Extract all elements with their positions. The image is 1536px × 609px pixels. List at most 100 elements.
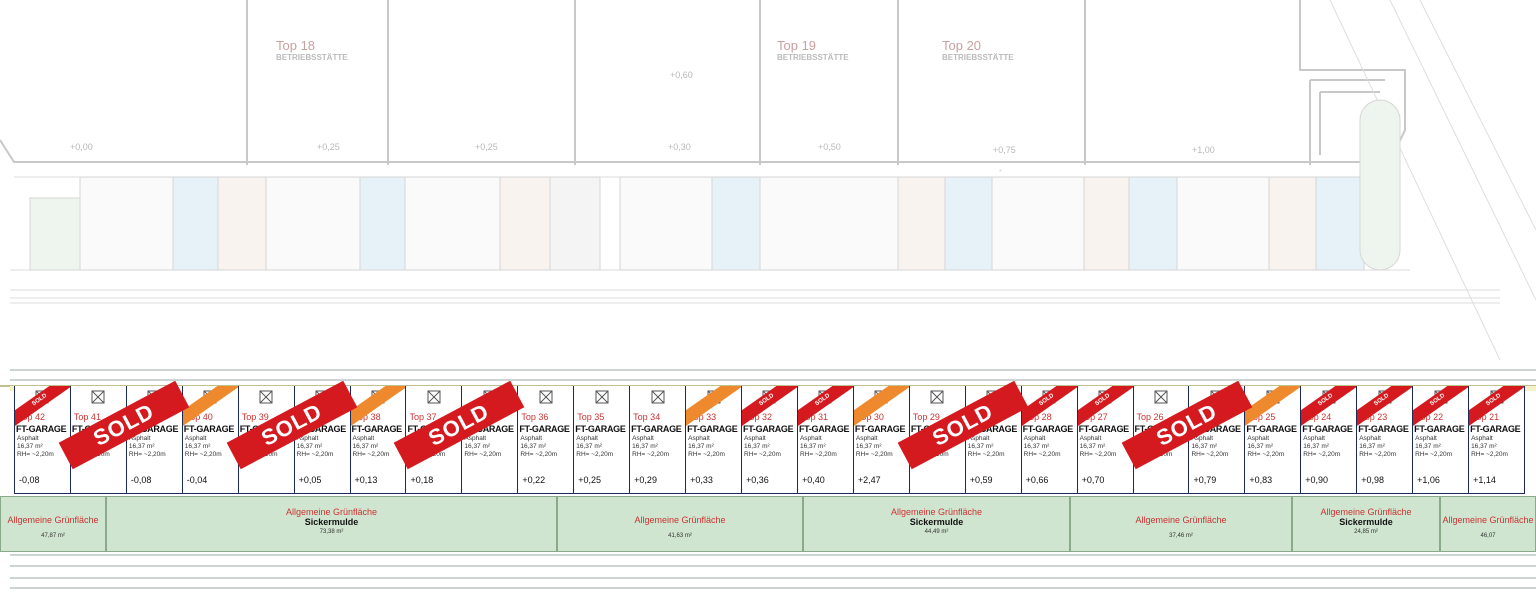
garage-info: Asphalt 16,37 m² RH= ~2,20m (576, 435, 614, 458)
garage-unit[interactable]: Top 21 FT-GARAGE Asphalt 16,37 m² RH= ~2,2… (1468, 386, 1525, 494)
garage-unit[interactable]: Top 33 FT-GARAGE Asphalt 16,37 m² RH= ~2,2… (685, 386, 743, 494)
garage-info: Asphalt 16,37 m² RH= ~2,20m (296, 435, 334, 458)
garage-info: Asphalt 16,37 m² RH= ~2,20m (1079, 435, 1117, 458)
green-area-title: Allgemeine Grünfläche (1442, 515, 1534, 525)
garage-unit[interactable]: Top 36 FT-GARAGE Asphalt 16,37 m² RH= ~2,2… (517, 386, 575, 494)
garage-number: Top 41 (73, 412, 101, 422)
garage-type: FT-GARAGE (1302, 424, 1353, 434)
garage-info: Asphalt 16,37 m² RH= ~2,20m (1303, 435, 1341, 458)
seepage-basin-area: Allgemeine Grünfläche Sickermulde 73,38 m² (106, 496, 557, 552)
green-area-size: 47,87 m² (41, 533, 65, 539)
garage-info: Asphalt 16,37 m² RH= ~2,20m (632, 435, 670, 458)
garage-type: FT-GARAGE (183, 424, 235, 434)
garage-number: Top 29 (912, 412, 940, 422)
door-marker-icon (930, 390, 944, 404)
garage-unit[interactable]: Top 25 FT-GARAGE Asphalt 16,37 m² RH= ~2,2… (1244, 386, 1302, 494)
garage-type: FT-GARAGE (295, 424, 347, 434)
green-area: Allgemeine Grünfläche 41,63 m² (557, 496, 803, 552)
garage-unit[interactable]: Top 24 FT-GARAGE Asphalt 16,37 m² RH= ~2,2… (1300, 386, 1358, 494)
garage-number: Top 25 (1248, 412, 1276, 422)
green-area: Allgemeine Grünfläche 46,07 (1440, 496, 1536, 552)
level-marker: -0,08 (130, 475, 152, 485)
level-marker: +0,18 (410, 475, 434, 485)
green-area-size: 46,07 (1480, 533, 1496, 539)
garage-number: Top 26 (1136, 412, 1164, 422)
garage-info: Asphalt 16,37 m² RH= ~2,20m (1247, 435, 1285, 458)
unit-type: BETRIEBSSTÄTTE (777, 53, 849, 62)
garage-number: Top 36 (521, 412, 549, 422)
garage-unit[interactable]: Top 34 FT-GARAGE Asphalt 16,37 m² RH= ~2,2… (629, 386, 687, 494)
garage-number: Top 28 (1024, 412, 1052, 422)
garage-type: FT-GARAGE (1246, 424, 1297, 434)
garage-number: Top 38 (353, 412, 381, 422)
door-marker-icon (1154, 390, 1168, 404)
svg-text:+0,25: +0,25 (317, 142, 340, 152)
unit-type: BETRIEBSSTÄTTE (276, 53, 348, 62)
green-area: Allgemeine Grünfläche 47,87 m² (0, 496, 106, 552)
svg-text:+0,00: +0,00 (70, 142, 93, 152)
door-marker-icon (91, 390, 105, 404)
unit-number: Top 20 (942, 38, 982, 53)
garage-type: FT-GARAGE (1022, 424, 1074, 434)
garage-type: FT-GARAGE (1414, 424, 1465, 434)
level-marker: +0,40 (801, 475, 825, 485)
unit-label-top-18: Top 18 BETRIEBSSTÄTTE (276, 38, 348, 62)
level-marker: +0,83 (1249, 475, 1273, 485)
garage-number: Top 32 (745, 412, 773, 422)
green-area-title: Allgemeine Grünfläche (890, 507, 983, 517)
garage-unit[interactable]: Top 38 FT-GARAGE Asphalt 16,37 m² RH= ~2,2… (349, 386, 407, 494)
level-marker: +1,06 (1417, 475, 1440, 485)
garage-type: FT-GARAGE (1470, 424, 1521, 434)
garage-info: Asphalt 16,37 m² RH= ~2,20m (744, 435, 781, 458)
level-marker: +2,47 (857, 475, 881, 485)
garage-number: Top 39 (241, 412, 269, 422)
level-marker: +0,22 (522, 475, 546, 485)
garage-info: Asphalt 16,37 m² RH= ~2,20m (688, 435, 725, 458)
level-marker: +0,25 (578, 475, 602, 485)
garage-type: FT-GARAGE (798, 424, 850, 434)
green-area-size: 44,49 m² (924, 529, 949, 535)
svg-text:+0,50: +0,50 (818, 142, 841, 152)
garage-unit[interactable]: Top 28 FT-GARAGE Asphalt 16,37 m² RH= ~2,2… (1020, 386, 1078, 494)
svg-text:+0,75: +0,75 (993, 145, 1016, 155)
garage-type: FT-GARAGE (1078, 424, 1130, 434)
level-marker: +0,05 (298, 475, 322, 485)
garage-type: FT-GARAGE (631, 424, 682, 434)
green-area-title: Allgemeine Grünfläche (1320, 507, 1412, 517)
garage-type: FT-GARAGE (1358, 424, 1409, 434)
svg-text:+1,00: +1,00 (1192, 145, 1215, 155)
level-marker: +1,14 (1473, 475, 1496, 485)
garage-unit[interactable]: Top 30 FT-GARAGE Asphalt 16,37 m² RH= ~2,2… (852, 386, 910, 494)
green-area-size: 73,38 m² (319, 529, 344, 535)
green-area-size: 37,46 m² (1169, 533, 1193, 539)
garage-info: Asphalt 16,37 m² RH= ~2,20m (855, 435, 893, 458)
garage-info: Asphalt 16,37 m² RH= ~2,20m (1471, 435, 1508, 458)
green-area-size: 41,63 m² (668, 533, 692, 539)
garage-unit[interactable]: Top 22 FT-GARAGE Asphalt 16,37 m² RH= ~2,2… (1412, 386, 1470, 494)
garage-unit[interactable]: Top 35 FT-GARAGE Asphalt 16,37 m² RH= ~2,2… (573, 386, 631, 494)
unit-number: Top 18 (276, 38, 316, 53)
garage-unit[interactable]: Top 32 FT-GARAGE Asphalt 16,37 m² RH= ~2,2… (741, 386, 798, 494)
garage-info: Asphalt 16,37 m² RH= ~2,20m (967, 435, 1005, 458)
garage-number: Top 40 (185, 412, 213, 422)
level-marker: +0,98 (1361, 475, 1384, 485)
level-marker: +0,70 (1081, 475, 1105, 485)
level-marker: +0,13 (354, 475, 378, 485)
garage-type: FT-GARAGE (463, 424, 514, 434)
garage-type: FT-GARAGE (351, 424, 403, 434)
garage-number: Top 30 (856, 412, 884, 422)
garage-unit[interactable]: Top 23 FT-GARAGE Asphalt 16,37 m² RH= ~2,2… (1356, 386, 1414, 494)
garage-number: Top 42 (18, 412, 46, 422)
green-area-subtitle: Sickermulde (909, 517, 964, 527)
garage-type: FT-GARAGE (1190, 424, 1241, 434)
garage-info: Asphalt 16,37 m² RH= ~2,20m (184, 435, 222, 458)
garage-info: Asphalt 16,37 m² RH= ~2,20m (520, 435, 558, 458)
garage-info: Asphalt 16,37 m² RH= ~2,20m (17, 435, 54, 458)
garage-number: Top 22 (1416, 412, 1444, 422)
garage-number: Top 24 (1304, 412, 1332, 422)
level-marker: +0,33 (690, 475, 713, 485)
garage-info: Asphalt 16,37 m² RH= ~2,20m (464, 435, 502, 458)
garage-number: Top 35 (577, 412, 605, 422)
garage-unit[interactable]: Top 31 FT-GARAGE Asphalt 16,37 m² RH= ~2,2… (796, 386, 854, 494)
